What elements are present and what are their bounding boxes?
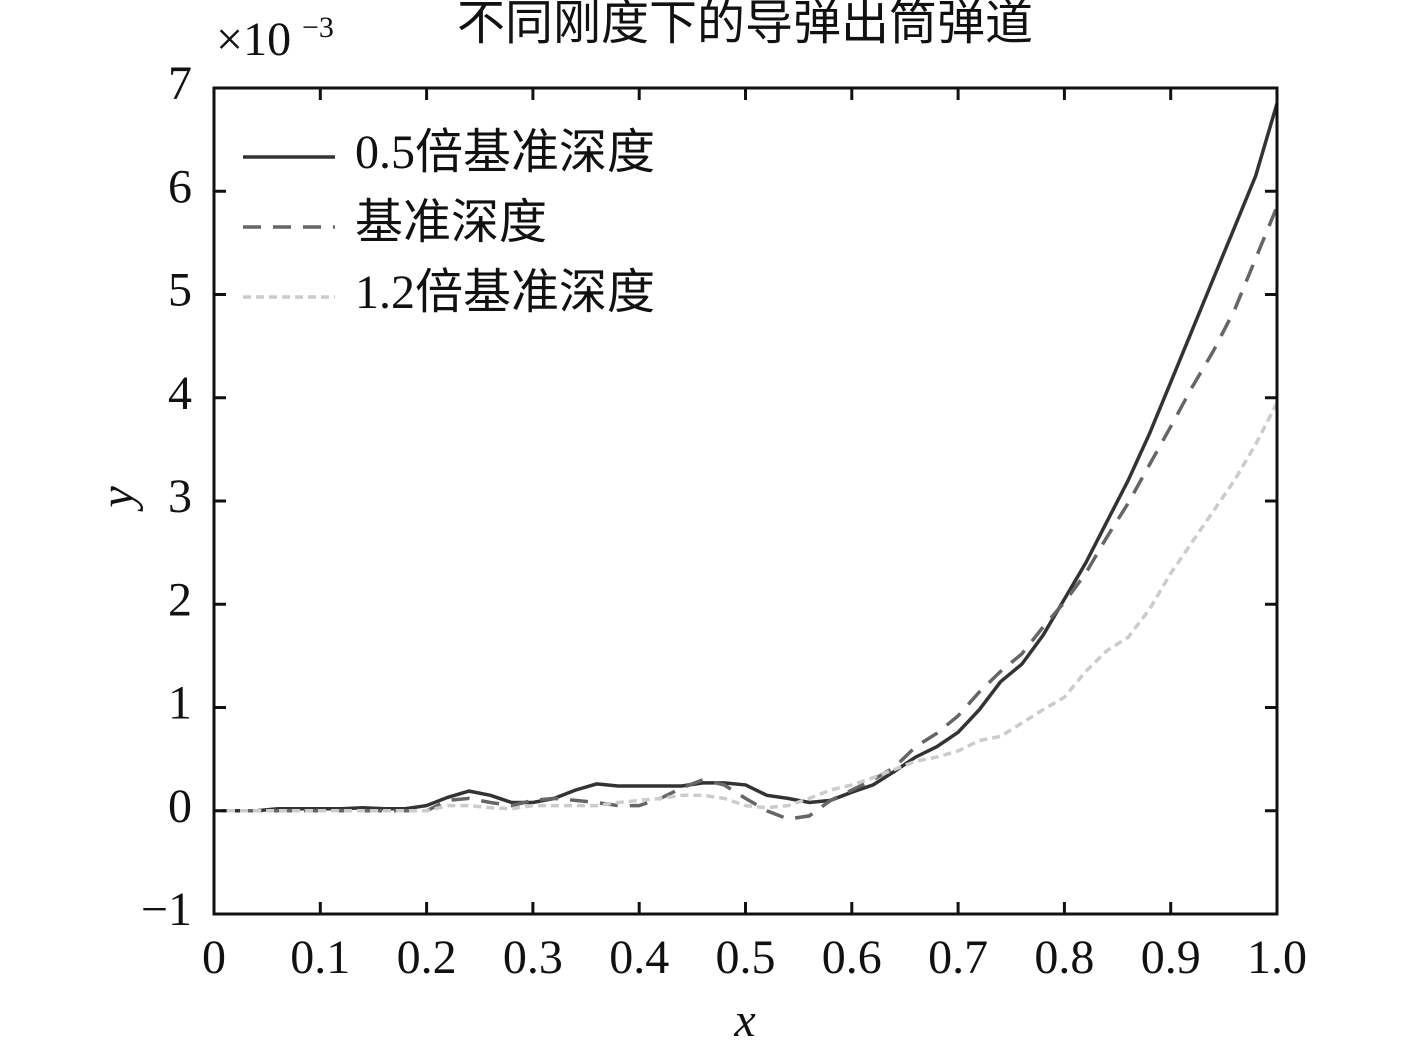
y-tick-label: −1 — [141, 883, 192, 936]
y-tick-label: 4 — [168, 367, 192, 420]
y-tick-label: 2 — [168, 573, 192, 626]
y-multiplier: ×10 — [216, 13, 291, 66]
y-tick-label: 7 — [168, 57, 192, 110]
x-tick-label: 0.3 — [503, 931, 563, 984]
y-tick-label: 1 — [168, 677, 192, 730]
data-line — [214, 103, 1279, 813]
x-axis-label: x — [733, 994, 755, 1042]
x-tick-label: 0.7 — [928, 931, 988, 984]
y-exponent: −3 — [302, 11, 334, 44]
x-tick-label: 0.2 — [397, 931, 457, 984]
y-axis-label: y — [91, 486, 144, 513]
y-tick-label: 0 — [168, 780, 192, 833]
legend-label: 0.5倍基准深度 — [355, 126, 655, 179]
x-tick-label: 0.8 — [1034, 931, 1094, 984]
legend-label: 基准深度 — [355, 196, 547, 249]
x-tick-label: 0.6 — [822, 931, 882, 984]
x-tick-label: 1.0 — [1247, 931, 1307, 984]
x-tick-label: 0.9 — [1141, 931, 1201, 984]
x-tick-label: 0.5 — [716, 931, 776, 984]
x-tick-label: 0.1 — [290, 931, 350, 984]
data-line — [214, 402, 1279, 813]
legend-label: 1.2倍基准深度 — [355, 266, 655, 319]
data-line — [214, 206, 1279, 821]
y-tick-label: 3 — [168, 470, 192, 523]
chart-title: 不同刚度下的导弹出筒弹道 — [457, 0, 1033, 50]
x-tick-label: 0 — [202, 931, 226, 984]
y-tick-label: 5 — [168, 264, 192, 317]
y-tick-label: 6 — [168, 160, 192, 213]
x-tick-label: 0.4 — [609, 931, 669, 984]
